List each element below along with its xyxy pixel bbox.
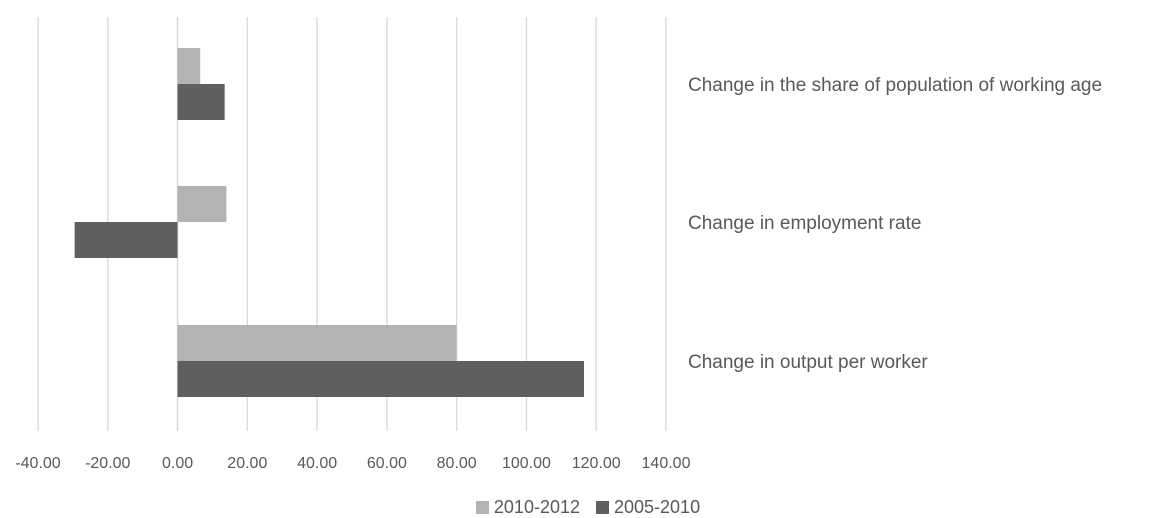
bar-series-1 [177, 48, 201, 84]
x-tick-label: 120.00 [572, 455, 621, 472]
category-label: Change in the share of population of wor… [688, 75, 1102, 96]
legend: 2010-2012 2005-2010 [0, 496, 1176, 518]
legend-item-series-1: 2010-2012 [475, 496, 580, 518]
bar-series-2 [74, 222, 178, 258]
legend-swatch-series-1 [475, 500, 489, 514]
x-tick-label: 100.00 [502, 455, 551, 472]
x-tick-label: -40.00 [15, 455, 60, 472]
legend-label-series-2: 2005-2010 [614, 496, 701, 517]
x-tick-label: 0.00 [162, 455, 193, 472]
legend-label-series-1: 2010-2012 [493, 496, 580, 517]
x-axis-tick-labels: -40.00 -20.00 0.00 20.00 40.00 60.00 80.00 100.… [15, 455, 690, 472]
legend-item-series-2: 2005-2010 [596, 497, 700, 518]
bar-series-1 [177, 325, 457, 361]
x-tick-label: -20.00 [85, 455, 130, 472]
bar-series-1 [177, 186, 227, 222]
bar-series-2 [177, 361, 585, 397]
x-tick-label: 80.00 [437, 455, 477, 472]
x-tick-label: 60.00 [367, 455, 407, 472]
bars [74, 48, 585, 397]
legend-swatch-series-2 [596, 500, 609, 514]
x-tick-label: 140.00 [642, 455, 691, 472]
x-tick-label: 40.00 [297, 455, 337, 472]
category-label: Change in employment rate [688, 213, 921, 234]
category-labels: Change in the share of population of wor… [688, 75, 1102, 373]
category-label: Change in output per worker [688, 352, 928, 373]
bar-series-2 [177, 84, 225, 120]
x-tick-label: 20.00 [227, 455, 267, 472]
